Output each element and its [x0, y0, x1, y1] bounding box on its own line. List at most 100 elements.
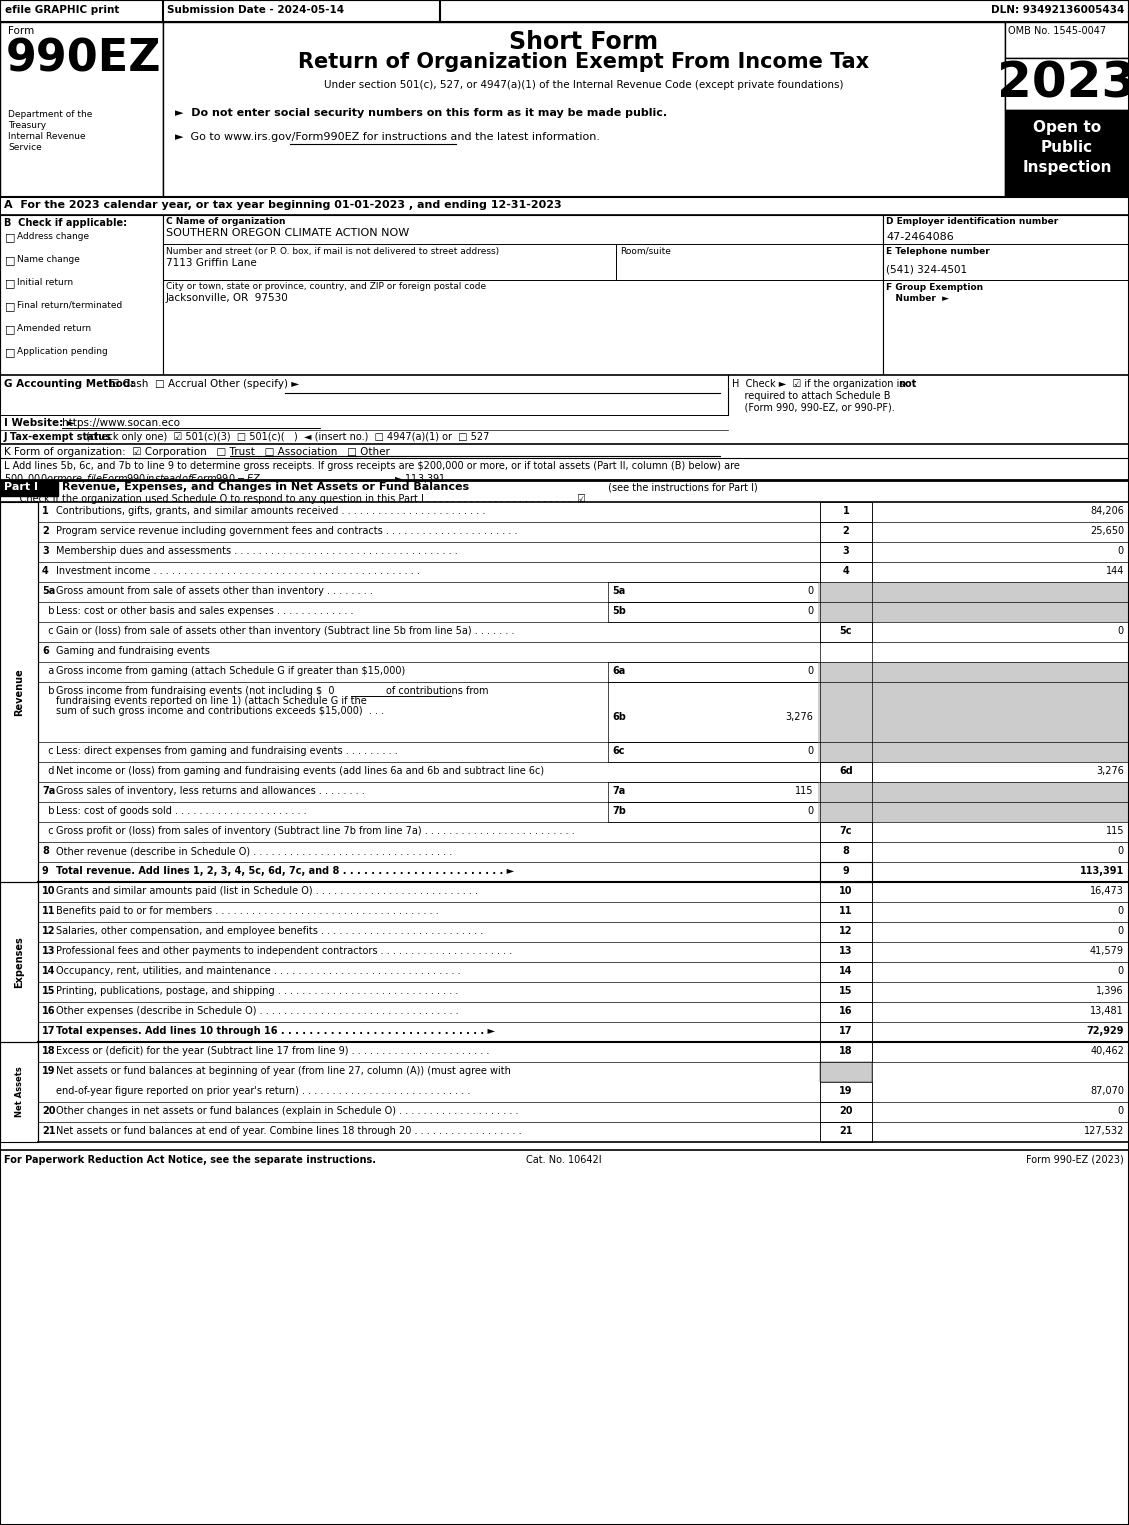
Text: 990EZ: 990EZ — [6, 38, 161, 81]
Text: Gross income from fundraising events (not including $  0: Gross income from fundraising events (no… — [56, 686, 334, 695]
Text: 6b: 6b — [612, 712, 625, 721]
Text: 17: 17 — [42, 1026, 55, 1035]
Text: Part I: Part I — [5, 482, 38, 493]
Text: 8: 8 — [842, 846, 849, 856]
Text: Investment income . . . . . . . . . . . . . . . . . . . . . . . . . . . . . . . : Investment income . . . . . . . . . . . … — [56, 566, 420, 576]
Text: Gross amount from sale of assets other than inventory . . . . . . . .: Gross amount from sale of assets other t… — [56, 586, 373, 596]
Bar — [0, 197, 1129, 215]
Text: 4: 4 — [42, 566, 49, 576]
Text: 7a: 7a — [42, 785, 55, 796]
Text: Occupancy, rent, utilities, and maintenance . . . . . . . . . . . . . . . . . . : Occupancy, rent, utilities, and maintena… — [56, 965, 461, 976]
Bar — [820, 901, 872, 923]
Bar — [819, 802, 1129, 822]
Bar — [0, 1042, 38, 1142]
Bar — [0, 502, 38, 881]
Text: 2: 2 — [842, 526, 849, 535]
Text: 15: 15 — [42, 987, 55, 996]
Text: C Name of organization: C Name of organization — [166, 217, 286, 226]
Text: Contributions, gifts, grants, and similar amounts received . . . . . . . . . . .: Contributions, gifts, grants, and simila… — [56, 506, 485, 515]
Text: D Employer identification number: D Employer identification number — [886, 217, 1058, 226]
Text: 14: 14 — [42, 965, 55, 976]
Text: Excess or (deficit) for the year (Subtract line 17 from line 9) . . . . . . . . : Excess or (deficit) for the year (Subtra… — [56, 1046, 489, 1055]
Text: 10: 10 — [839, 886, 852, 897]
Text: Gaming and fundraising events: Gaming and fundraising events — [56, 647, 210, 656]
Bar — [820, 1002, 872, 1022]
Text: 20: 20 — [839, 1106, 852, 1116]
Text: Cat. No. 10642I: Cat. No. 10642I — [526, 1154, 602, 1165]
Text: $500,000 or more, file Form 990 instead of Form 990-EZ . . . . . . . . . . . . .: $500,000 or more, file Form 990 instead … — [5, 473, 446, 485]
Text: 0: 0 — [1118, 546, 1124, 557]
Text: Name change: Name change — [17, 255, 80, 264]
Bar — [0, 480, 58, 496]
Text: ►  Go to www.irs.gov/Form990EZ for instructions and the latest information.: ► Go to www.irs.gov/Form990EZ for instru… — [175, 133, 599, 142]
Bar — [819, 682, 1129, 743]
Text: 6: 6 — [42, 647, 49, 656]
Text: Net Assets: Net Assets — [15, 1066, 24, 1118]
Bar — [609, 583, 819, 602]
Text: Net assets or fund balances at end of year. Combine lines 18 through 20 . . . . : Net assets or fund balances at end of ye… — [56, 1125, 522, 1136]
Text: 0: 0 — [807, 746, 813, 756]
Text: Less: direct expenses from gaming and fundraising events . . . . . . . . .: Less: direct expenses from gaming and fu… — [56, 746, 397, 756]
Text: sum of such gross income and contributions exceeds $15,000)  . . .: sum of such gross income and contributio… — [56, 706, 384, 717]
Bar — [820, 1122, 872, 1142]
Bar — [820, 982, 872, 1002]
Text: 18: 18 — [839, 1046, 852, 1055]
Text: 0: 0 — [1118, 625, 1124, 636]
Text: Jacksonville, OR  97530: Jacksonville, OR 97530 — [166, 293, 289, 303]
Bar — [0, 881, 38, 1042]
Text: Address change: Address change — [17, 232, 89, 241]
Text: 13,481: 13,481 — [1091, 1006, 1124, 1016]
Text: 1,396: 1,396 — [1096, 987, 1124, 996]
Text: end-of-year figure reported on prior year's return) . . . . . . . . . . . . . . : end-of-year figure reported on prior yea… — [56, 1086, 471, 1096]
Bar — [819, 602, 1129, 622]
Text: 6c: 6c — [612, 746, 624, 756]
Text: 2023: 2023 — [997, 59, 1129, 108]
Text: 7b: 7b — [612, 807, 625, 816]
Bar — [883, 215, 1129, 375]
Bar — [609, 802, 819, 822]
Text: Application pending: Application pending — [17, 348, 107, 355]
Bar — [0, 0, 1129, 21]
Text: 115: 115 — [1105, 827, 1124, 836]
Text: (see the instructions for Part I): (see the instructions for Part I) — [605, 482, 758, 493]
Text: □: □ — [5, 278, 16, 288]
Text: 16: 16 — [42, 1006, 55, 1016]
Text: DLN: 93492136005434: DLN: 93492136005434 — [990, 5, 1124, 15]
Text: https://www.socan.eco: https://www.socan.eco — [62, 418, 180, 429]
Text: For Paperwork Reduction Act Notice, see the separate instructions.: For Paperwork Reduction Act Notice, see … — [5, 1154, 376, 1165]
Text: City or town, state or province, country, and ZIP or foreign postal code: City or town, state or province, country… — [166, 282, 487, 291]
Text: 40,462: 40,462 — [1091, 1046, 1124, 1055]
Text: ►  Do not enter social security numbers on this form as it may be made public.: ► Do not enter social security numbers o… — [175, 108, 667, 117]
Bar — [819, 782, 1129, 802]
Bar — [819, 662, 1129, 682]
Text: c: c — [42, 625, 53, 636]
Text: Treasury: Treasury — [8, 120, 46, 130]
Text: □: □ — [5, 323, 16, 334]
Text: 11: 11 — [42, 906, 55, 917]
Text: Salaries, other compensation, and employee benefits . . . . . . . . . . . . . . : Salaries, other compensation, and employ… — [56, 926, 483, 936]
Text: Final return/terminated: Final return/terminated — [17, 300, 122, 310]
Text: Less: cost or other basis and sales expenses . . . . . . . . . . . . .: Less: cost or other basis and sales expe… — [56, 605, 353, 616]
Text: Other (specify) ►: Other (specify) ► — [210, 380, 299, 389]
Text: Initial return: Initial return — [17, 278, 73, 287]
Text: Gross profit or (loss) from sales of inventory (Subtract line 7b from line 7a) .: Gross profit or (loss) from sales of inv… — [56, 827, 575, 836]
Text: I Website: ►: I Website: ► — [5, 418, 75, 429]
Text: 47-2464086: 47-2464086 — [886, 232, 954, 242]
Text: d: d — [42, 766, 54, 776]
Bar — [1005, 21, 1129, 58]
Text: Under section 501(c), 527, or 4947(a)(1) of the Internal Revenue Code (except pr: Under section 501(c), 527, or 4947(a)(1)… — [324, 79, 843, 90]
Bar — [163, 21, 1005, 197]
Text: 6a: 6a — [612, 666, 625, 676]
Text: □: □ — [5, 348, 16, 357]
Bar — [609, 602, 819, 622]
Text: Gain or (loss) from sale of assets other than inventory (Subtract line 5b from l: Gain or (loss) from sale of assets other… — [56, 625, 515, 636]
Text: Open to: Open to — [1033, 120, 1101, 136]
Text: Amended return: Amended return — [17, 323, 91, 332]
Bar — [1005, 58, 1129, 110]
Bar — [820, 842, 872, 862]
Text: Submission Date - 2024-05-14: Submission Date - 2024-05-14 — [167, 5, 344, 15]
Text: c: c — [42, 746, 53, 756]
Bar — [820, 862, 872, 881]
Text: 3: 3 — [42, 546, 49, 557]
Text: Short Form: Short Form — [509, 30, 658, 53]
